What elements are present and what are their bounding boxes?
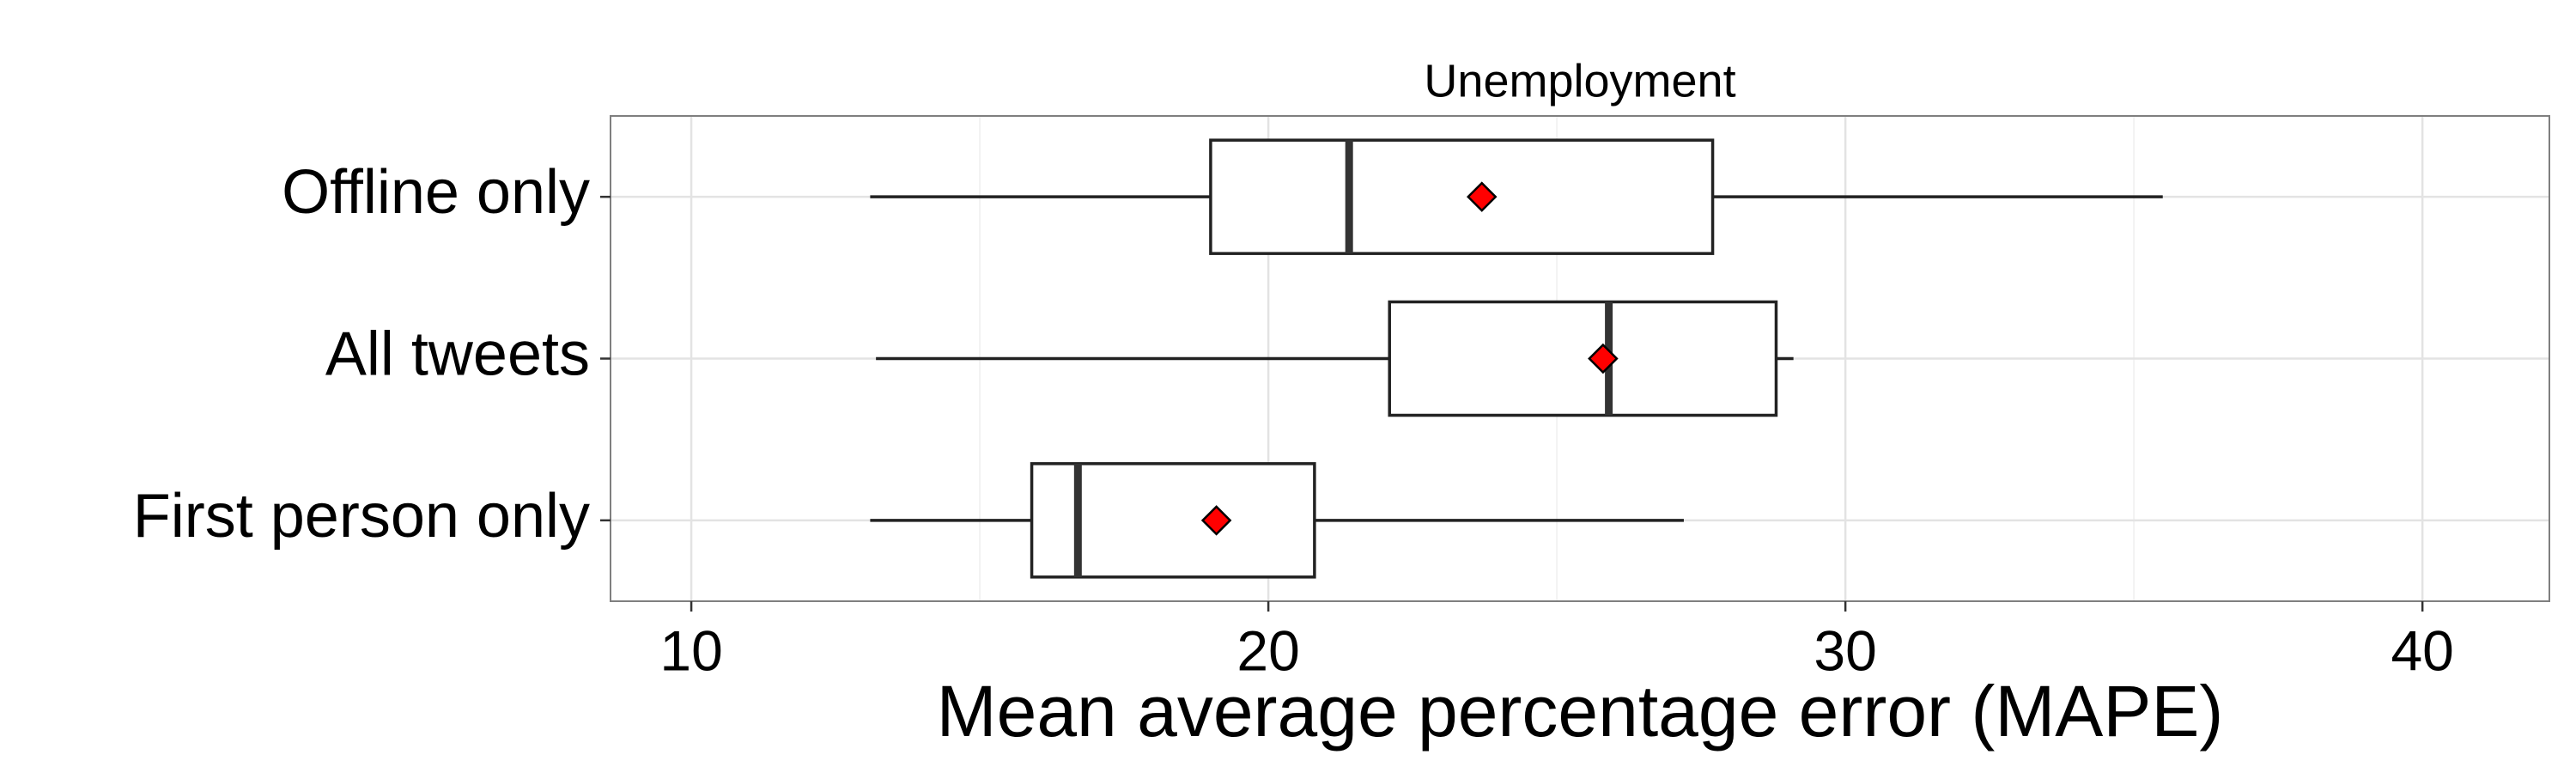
box [1209, 138, 1715, 255]
x-tick-label: 10 [659, 618, 722, 682]
y-tick-label: Offline only [282, 158, 590, 227]
x-tick-label: 30 [1814, 618, 1876, 682]
mean-marker [1466, 181, 1498, 212]
x-tick-label: 40 [2391, 618, 2453, 682]
x-tick-label: 20 [1236, 618, 1299, 682]
chart-title: Unemployment [1424, 55, 1735, 107]
y-tick-label: First person only [133, 482, 590, 551]
box [1388, 300, 1778, 417]
y-tick-label: All tweets [325, 320, 590, 389]
x-axis-title: Mean average percentage error (MAPE) [937, 671, 2224, 752]
mean-marker [1200, 505, 1232, 536]
mean-marker [1588, 343, 1619, 374]
